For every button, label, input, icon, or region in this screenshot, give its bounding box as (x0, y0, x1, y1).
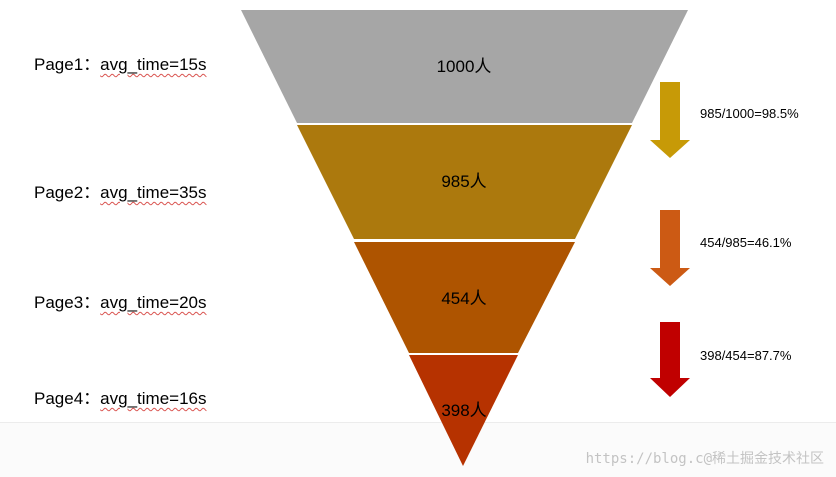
page-name: Page1 (34, 55, 84, 74)
page-name: Page2 (34, 183, 84, 202)
conversion-rate-3: 398/454=87.7% (700, 348, 792, 363)
conversion-rate-2: 454/985=46.1% (700, 235, 792, 250)
page-name: Page4 (34, 389, 84, 408)
conversion-rate-1: 985/1000=98.5% (700, 106, 799, 121)
page-name: Page3 (34, 293, 84, 312)
stage-count-4: 398人 (441, 401, 487, 420)
funnel-stage-2 (297, 125, 632, 239)
page-separator: ： (83, 293, 101, 312)
stage-count-2: 985人 (441, 172, 487, 191)
stage-count-1: 1000人 (436, 57, 492, 76)
page-metric: avg_time=16s (100, 389, 207, 408)
down-arrow-icon (650, 322, 690, 397)
page-metric: avg_time=35s (100, 183, 207, 202)
funnel-stage-3 (354, 242, 575, 353)
funnel-stage-1 (241, 10, 688, 123)
down-arrow-icon (650, 82, 690, 158)
page-separator: ： (83, 55, 101, 74)
page-label-1: Page1：avg_time=15s (34, 55, 207, 75)
page-label-4: Page4：avg_time=16s (34, 389, 207, 409)
funnel-stage-4 (409, 355, 518, 466)
stage-count-3: 454人 (441, 289, 487, 308)
page-metric: avg_time=15s (100, 55, 207, 74)
page-label-2: Page2：avg_time=35s (34, 183, 207, 203)
page-metric: avg_time=20s (100, 293, 207, 312)
bottom-band (0, 422, 836, 477)
page-label-3: Page3：avg_time=20s (34, 293, 207, 313)
page-separator: ： (83, 389, 101, 408)
down-arrow-icon (650, 210, 690, 286)
watermark: https://blog.c@稀土掘金技术社区 (585, 451, 824, 467)
page-separator: ： (83, 183, 101, 202)
